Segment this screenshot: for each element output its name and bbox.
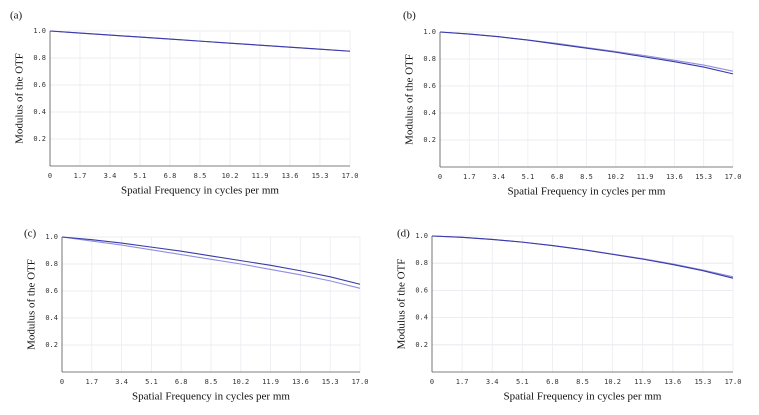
y-tick-label: 0.4 xyxy=(415,314,428,322)
x-tick-label: 13.6 xyxy=(664,378,681,386)
panel-label: (d) xyxy=(397,228,410,240)
y-tick-label: 1.0 xyxy=(423,28,436,36)
x-tick-label: 1.7 xyxy=(85,378,98,386)
x-tick-label: 15.3 xyxy=(312,172,329,180)
x-tick-label: 11.9 xyxy=(637,173,654,181)
x-tick-label: 15.3 xyxy=(694,378,711,386)
x-tick-label: 8.5 xyxy=(194,172,207,180)
data-line xyxy=(61,236,361,289)
x-tick-label: 5.1 xyxy=(516,378,529,386)
y-tick-label: 0.2 xyxy=(415,341,428,349)
x-tick-label: 10.2 xyxy=(607,173,624,181)
y-axis-title: Modulus of the OTF xyxy=(26,259,38,350)
y-axis-title: Modulus of the OTF xyxy=(404,54,416,145)
data-line xyxy=(61,236,361,285)
chart-panel: (b) 0.2 0.4 0.6 0.8 1.0 0 1.7 3.4 5.1 6.8 8.5 10.2 11… xyxy=(403,10,741,198)
x-tick-label: 17.0 xyxy=(725,173,742,181)
x-tick-label: 8.5 xyxy=(205,378,218,386)
data-line xyxy=(49,30,351,52)
x-tick-label: 3.4 xyxy=(492,173,505,181)
x-tick-label: 3.4 xyxy=(115,378,128,386)
y-tick-label: 1.0 xyxy=(415,232,428,240)
y-tick-label: 0.8 xyxy=(45,260,58,268)
chart-panel: (d) 0.2 0.4 0.6 0.8 1.0 0 1.7 3.4 5.1 6.8 8.5 10.2 11… xyxy=(396,228,742,403)
x-tick-label: 8.5 xyxy=(576,378,589,386)
y-tick-label: 0.6 xyxy=(415,286,428,294)
y-tick-label: 0.4 xyxy=(33,108,46,116)
x-tick-label: 1.7 xyxy=(74,172,87,180)
x-tick-label: 11.9 xyxy=(252,172,269,180)
x-tick-label: 10.2 xyxy=(604,378,621,386)
x-tick-label: 1.7 xyxy=(463,173,476,181)
x-tick-label: 13.6 xyxy=(282,172,299,180)
y-tick-label: 0.6 xyxy=(423,82,436,90)
y-tick-label: 0.8 xyxy=(33,54,46,62)
y-tick-label: 0.2 xyxy=(45,341,58,349)
x-tick-label: 17.0 xyxy=(352,378,369,386)
x-tick-label: 0 xyxy=(438,173,442,181)
x-tick-label: 1.7 xyxy=(456,378,469,386)
x-tick-label: 6.8 xyxy=(164,172,177,180)
x-tick-label: 17.0 xyxy=(725,378,742,386)
x-tick-label: 15.3 xyxy=(695,173,712,181)
x-axis-title: Spatial Frequency in cycles per mm xyxy=(121,185,279,197)
panel-label: (b) xyxy=(403,10,416,22)
x-tick-label: 11.9 xyxy=(262,378,279,386)
x-tick-label: 6.8 xyxy=(551,173,564,181)
x-tick-label: 13.6 xyxy=(666,173,683,181)
x-axis-title: Spatial Frequency in cycles per mm xyxy=(508,186,666,198)
x-tick-label: 3.4 xyxy=(104,172,117,180)
panel-label: (a) xyxy=(10,10,23,22)
y-tick-label: 1.0 xyxy=(45,233,58,241)
x-tick-label: 11.9 xyxy=(634,378,651,386)
y-tick-label: 0.2 xyxy=(423,136,436,144)
x-tick-label: 10.2 xyxy=(232,378,249,386)
panel-label: (c) xyxy=(24,228,37,240)
x-tick-label: 15.3 xyxy=(322,378,339,386)
x-axis-title: Spatial Frequency in cycles per mm xyxy=(132,391,290,403)
chart-panel: (c) 0.2 0.4 0.6 0.8 1.0 0 1.7 3.4 5.1 6.8 8.5 10.2 11… xyxy=(24,228,368,403)
x-tick-label: 13.6 xyxy=(292,378,309,386)
x-tick-label: 0 xyxy=(60,378,64,386)
x-axis-title: Spatial Frequency in cycles per mm xyxy=(504,391,662,403)
x-tick-label: 6.8 xyxy=(175,378,188,386)
y-tick-label: 0.6 xyxy=(45,287,58,295)
y-axis-title: Modulus of the OTF xyxy=(14,53,26,144)
x-tick-label: 3.4 xyxy=(486,378,499,386)
x-tick-label: 0 xyxy=(430,378,434,386)
x-tick-label: 17.0 xyxy=(342,172,359,180)
y-tick-label: 1.0 xyxy=(33,27,46,35)
y-axis-title: Modulus of the OTF xyxy=(396,259,408,350)
data-line xyxy=(431,235,734,279)
x-tick-label: 10.2 xyxy=(222,172,239,180)
y-tick-label: 0.8 xyxy=(415,259,428,267)
x-tick-label: 5.1 xyxy=(145,378,158,386)
y-tick-label: 0.6 xyxy=(33,81,46,89)
x-tick-label: 5.1 xyxy=(522,173,535,181)
chart-panel: (a) 0.2 0.4 0.6 0.8 1.0 0 1.7 3.4 5.1 6.8 8.5 10.2 11… xyxy=(10,10,358,197)
x-tick-label: 5.1 xyxy=(134,172,147,180)
x-tick-label: 8.5 xyxy=(580,173,593,181)
x-tick-label: 0 xyxy=(48,172,52,180)
x-tick-label: 6.8 xyxy=(546,378,559,386)
y-tick-label: 0.4 xyxy=(45,314,58,322)
y-tick-label: 0.2 xyxy=(33,135,46,143)
data-line xyxy=(439,31,734,75)
y-tick-label: 0.4 xyxy=(423,109,436,117)
y-tick-label: 0.8 xyxy=(423,55,436,63)
